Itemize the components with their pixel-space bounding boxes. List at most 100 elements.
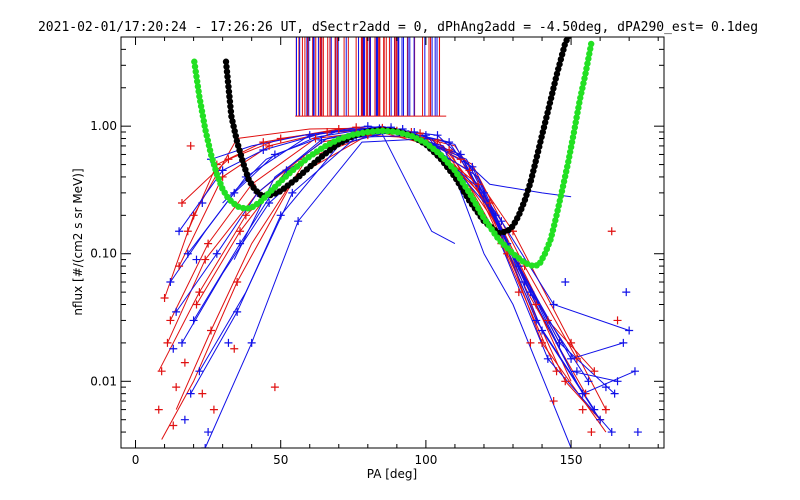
blue-series-point (584, 377, 593, 386)
blue-series-point (468, 162, 477, 171)
green-fit-marker (565, 158, 572, 165)
green-fit-marker (197, 102, 205, 110)
green-fit-marker (201, 122, 208, 130)
black-fit-marker (538, 133, 545, 141)
red-series-point (189, 211, 198, 220)
red-series-lines (158, 126, 607, 440)
blue-series-point (607, 428, 616, 437)
red-series-line (164, 127, 607, 410)
green-fit-marker (196, 93, 203, 100)
green-fit-marker (578, 89, 585, 97)
green-fit-marker (202, 127, 209, 134)
blue-series-point (633, 428, 642, 437)
green-fit-marker (557, 192, 565, 200)
red-series-point (578, 405, 587, 414)
black-fit-marker (236, 147, 243, 154)
black-fit-marker (224, 78, 232, 85)
black-fit-marker (537, 138, 544, 146)
red-series-point (311, 134, 320, 143)
black-fit-marker (547, 94, 555, 102)
green-fit-marker (549, 226, 557, 234)
red-series-point (201, 255, 210, 264)
black-fit-marker (540, 124, 548, 131)
blue-series-point (276, 211, 285, 220)
y-axis-label: nflux [#/(cm2 s sr MeV)] (71, 168, 85, 315)
black-fit-marker (553, 70, 561, 78)
green-fit-marker (240, 204, 247, 212)
black-fit-marker (527, 177, 535, 184)
green-fit-marker (199, 112, 207, 120)
red-series-point (474, 180, 483, 189)
blue-series-point (186, 389, 195, 398)
green-fit-marker (558, 187, 566, 195)
green-fit-marker (193, 78, 201, 85)
black-fit-marker (543, 114, 550, 121)
black-fit-marker (532, 158, 539, 165)
blue-series-point (596, 415, 605, 424)
green-fit-marker (208, 151, 215, 159)
black-fit-marker (558, 51, 566, 58)
blue-series-point (625, 326, 634, 335)
x-tick-label: 100 (414, 453, 437, 467)
red-series-point (160, 293, 169, 302)
red-series-point (538, 338, 547, 347)
green-fit-marker (200, 117, 207, 125)
red-series-point (352, 123, 361, 132)
blue-series-point (590, 405, 599, 414)
green-fit-marker (587, 40, 595, 48)
red-series-point (224, 155, 233, 164)
red-series-point (236, 227, 245, 236)
blue-series-point (555, 338, 564, 347)
black-fit-marker (565, 37, 572, 40)
red-series-point (175, 262, 184, 271)
blue-series-point (166, 278, 175, 287)
green-fit-marker (195, 88, 202, 95)
black-fit-marker (228, 113, 235, 120)
red-series-point (613, 316, 622, 325)
blue-series-point (169, 344, 178, 353)
red-series-point (587, 428, 596, 437)
black-fit-marker (231, 127, 238, 135)
red-series-point (195, 288, 204, 297)
green-fit-marker (559, 183, 567, 190)
green-fit-marker (560, 178, 568, 185)
red-series-point (485, 198, 494, 207)
green-fit-marker (575, 104, 582, 111)
green-fit-marker (209, 156, 216, 164)
black-fit-marker (560, 46, 567, 53)
red-series-point (186, 141, 195, 150)
green-fit-marker (192, 68, 199, 75)
y-tick-label: 1.00 (90, 119, 117, 133)
black-fit-marker (555, 65, 562, 73)
black-fit-marker (230, 123, 237, 130)
red-series-point (323, 128, 332, 137)
red-series-point (549, 397, 558, 406)
blue-series-point (189, 316, 198, 325)
blue-series-point (230, 188, 239, 197)
black-fit-marker (552, 75, 559, 82)
red-series-point (192, 300, 201, 309)
blue-series-line (178, 126, 630, 331)
green-fit-marker (369, 128, 376, 135)
blue-series-point (479, 188, 488, 197)
red-series-point (607, 227, 616, 236)
black-fit-marker (536, 143, 543, 150)
black-fit-marker (229, 118, 236, 125)
blue-series-point (183, 249, 192, 258)
blue-series-point (198, 198, 207, 207)
red-series-point (567, 338, 576, 347)
red-series-line (175, 128, 560, 410)
red-series-point (154, 405, 163, 414)
green-fit-marker (572, 119, 579, 126)
green-fit-marker (203, 132, 210, 139)
blue-series-point (180, 415, 189, 424)
blue-series-point (172, 307, 181, 316)
black-fit-marker (533, 153, 541, 160)
blue-series-point (212, 249, 221, 258)
blue-series-point (497, 217, 506, 226)
x-tick-label: 0 (132, 453, 140, 467)
black-fit-marker (223, 68, 231, 75)
y-tick-label: 0.10 (90, 247, 117, 261)
blue-series-point (224, 338, 233, 347)
